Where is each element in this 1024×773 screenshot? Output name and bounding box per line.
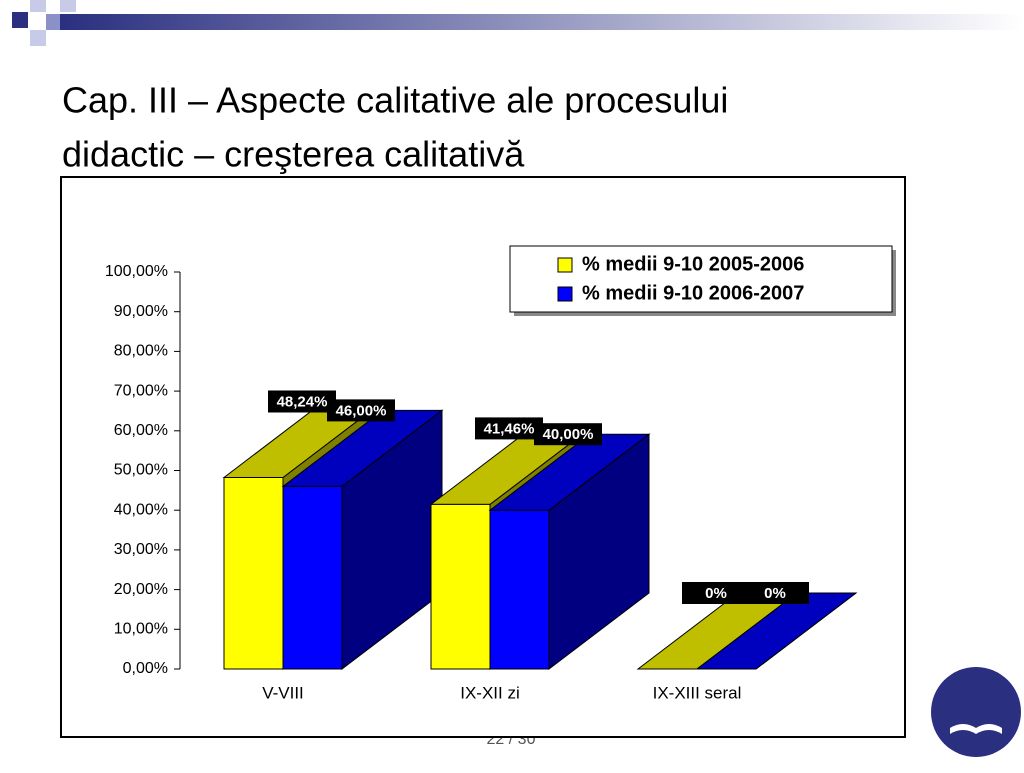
y-tick-label: 70,00% xyxy=(114,382,168,399)
value-label-bg xyxy=(682,582,750,604)
bar-front xyxy=(282,485,343,670)
value-label: 40,00% xyxy=(543,426,594,443)
y-tick-label: 30,00% xyxy=(114,541,168,558)
bar xyxy=(695,592,858,670)
bar xyxy=(488,433,651,671)
y-tick-label: 20,00% xyxy=(114,581,168,598)
y-tick-label: 90,00% xyxy=(114,303,168,320)
value-label: 48,24% xyxy=(277,393,328,410)
value-label: 0% xyxy=(764,585,786,602)
y-tick-label: 80,00% xyxy=(114,343,168,360)
value-label-bg xyxy=(475,417,543,440)
legend-swatch xyxy=(557,286,573,302)
value-label: 46,00% xyxy=(336,402,387,419)
y-tick-label: 60,00% xyxy=(114,422,168,439)
bar-front xyxy=(489,509,550,670)
deco-square xyxy=(30,30,46,46)
y-tick-label: 0,00% xyxy=(123,660,168,677)
value-label-bg xyxy=(534,423,602,446)
legend-label: % medii 9-10 2005-2006 xyxy=(582,253,804,275)
value-label-bg xyxy=(327,399,395,422)
bar-front xyxy=(430,503,491,670)
x-tick-label: IX-XIII seral xyxy=(653,683,742,702)
bar xyxy=(281,409,444,671)
logo-book xyxy=(950,724,1002,734)
slide-title: Cap. III – Aspecte calitative ale proces… xyxy=(62,80,728,121)
y-tick-label: 40,00% xyxy=(114,501,168,518)
x-tick-label: V-VIII xyxy=(262,683,304,702)
legend-swatch xyxy=(557,257,573,273)
deco-square xyxy=(12,12,28,28)
legend-box xyxy=(509,245,893,313)
slide-title: didactic – creşterea calitativă xyxy=(62,134,525,175)
value-label-bg xyxy=(268,390,336,413)
logo xyxy=(931,667,1021,757)
value-label: 41,46% xyxy=(484,420,535,437)
value-label-bg xyxy=(741,582,809,604)
x-tick-label: IX-XII zi xyxy=(460,683,520,702)
y-tick-label: 100,00% xyxy=(105,263,168,280)
deco-square xyxy=(60,0,76,12)
deco-square xyxy=(46,14,60,30)
bar-top xyxy=(695,592,858,670)
header-bar xyxy=(60,14,1024,30)
bar-front xyxy=(223,476,284,670)
y-tick-label: 50,00% xyxy=(114,462,168,479)
deco-square xyxy=(30,0,46,12)
legend-label: % medii 9-10 2006-2007 xyxy=(582,282,804,304)
value-label: 0% xyxy=(705,585,727,602)
y-tick-label: 10,00% xyxy=(114,621,168,638)
